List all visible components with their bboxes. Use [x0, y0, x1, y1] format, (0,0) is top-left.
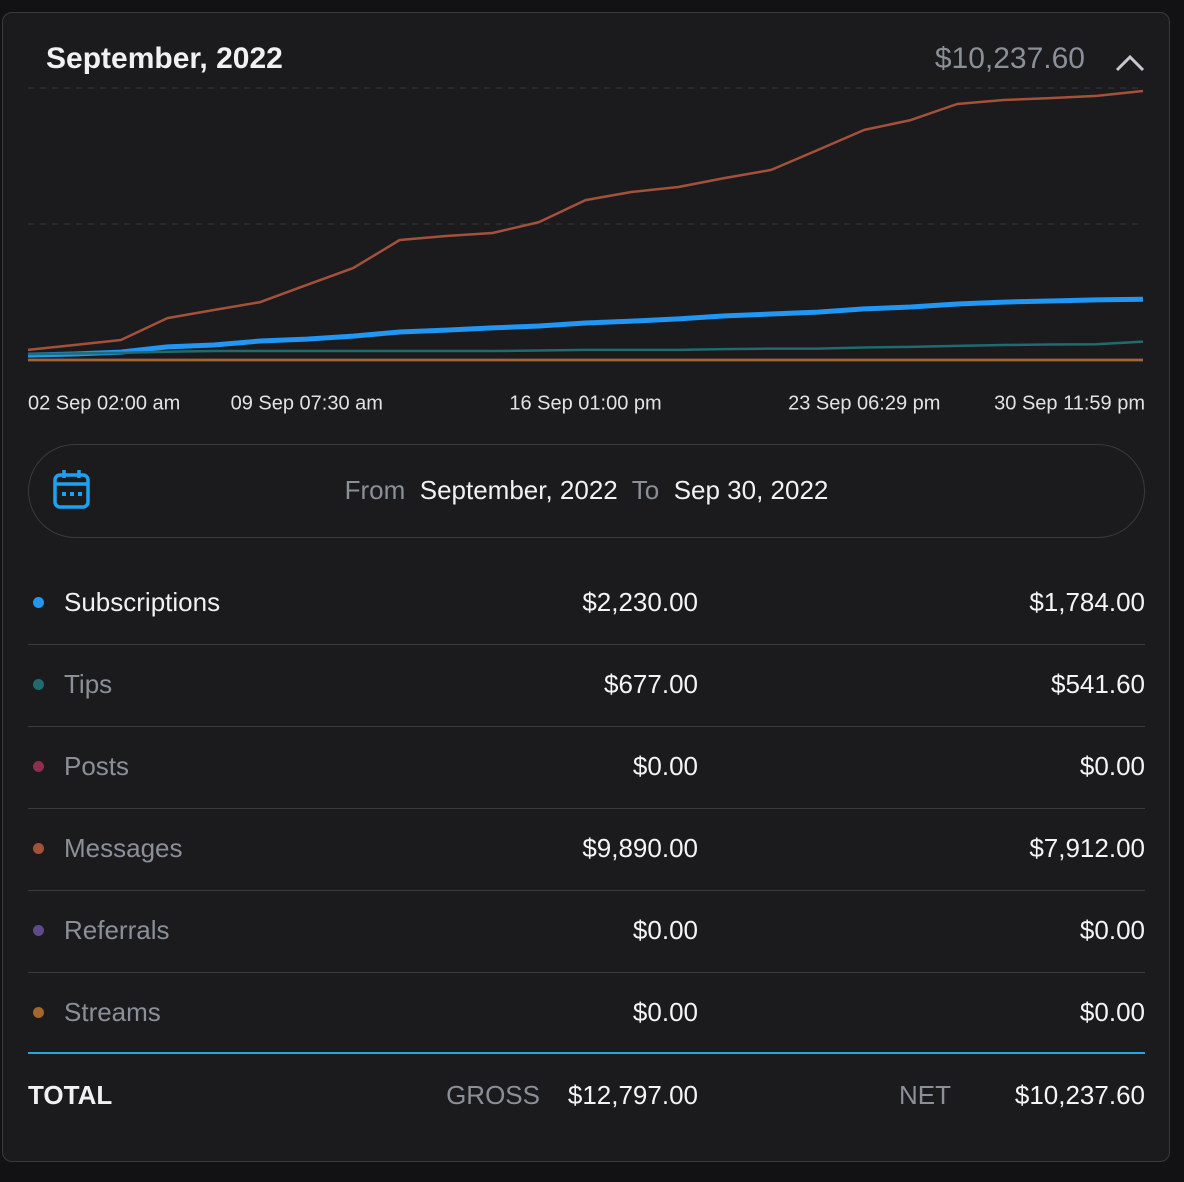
gross-amount: $0.00 [632, 997, 698, 1027]
legend-dot [33, 679, 44, 690]
gross-amount: $677.00 [604, 669, 698, 699]
net-amount: $0.00 [1079, 915, 1145, 945]
range-text: From September, 2022 To Sep 30, 2022 [29, 475, 1144, 506]
legend-dot [33, 925, 44, 936]
series-line [27, 296, 1144, 358]
row-name: Streams [64, 997, 161, 1027]
net-total: $10,237.60 [1014, 1080, 1145, 1110]
date-range-picker[interactable]: From September, 2022 To Sep 30, 2022 [28, 444, 1145, 538]
net-amount: $1,784.00 [1029, 587, 1145, 617]
row-divider [28, 644, 1145, 645]
x-tick-label: 23 Sep 06:29 pm [788, 392, 940, 414]
gross-amount: $0.00 [632, 915, 698, 945]
net-label: NET [899, 1080, 951, 1110]
series-line [27, 340, 1144, 356]
row-name: Tips [64, 669, 113, 699]
gross-label: GROSS [446, 1080, 540, 1110]
calendar-icon [53, 470, 90, 509]
row-name: Referrals [64, 915, 170, 945]
from-label: From [344, 475, 406, 505]
net-amount: $0.00 [1079, 997, 1145, 1027]
total-label: TOTAL [28, 1080, 113, 1110]
net-amount: $7,912.00 [1029, 833, 1145, 863]
collapse-chevron[interactable] [1115, 54, 1145, 72]
series-line [27, 89, 1144, 352]
x-tick-label: 16 Sep 01:00 pm [509, 392, 661, 414]
from-date: September, 2022 [419, 475, 618, 505]
legend-dot [33, 1007, 44, 1018]
net-amount: $541.60 [1051, 669, 1145, 699]
row-divider [28, 972, 1145, 973]
row-name: Posts [64, 751, 130, 781]
gross-total: $12,797.00 [567, 1080, 698, 1110]
chart: 02 Sep 02:00 am 09 Sep 07:30 am 16 Sep 01:… [27, 54, 1145, 414]
net-amount: $0.00 [1079, 751, 1145, 781]
row-divider [28, 808, 1145, 809]
legend-dot [33, 761, 44, 772]
legend-dot [33, 843, 44, 854]
legend-dot [33, 597, 44, 608]
x-tick-label: 02 Sep 02:00 am [28, 392, 180, 414]
x-tick-label: 09 Sep 07:30 am [231, 392, 383, 414]
earnings-card [2, 12, 1170, 1162]
row-divider [28, 726, 1145, 727]
to-label: To [631, 475, 660, 505]
to-date: Sep 30, 2022 [673, 475, 829, 505]
row-divider [28, 890, 1145, 891]
period-total: $10,237.60 [934, 42, 1085, 75]
row-name: Messages [64, 833, 183, 863]
row-name: Subscriptions [64, 587, 221, 617]
x-tick-label: 30 Sep 11:59 pm [994, 392, 1145, 414]
total-divider [28, 1052, 1145, 1054]
gross-amount: $2,230.00 [582, 587, 698, 617]
gross-amount: $9,890.00 [582, 833, 698, 863]
period-title: September, 2022 [46, 42, 283, 75]
gross-amount: $0.00 [632, 751, 698, 781]
